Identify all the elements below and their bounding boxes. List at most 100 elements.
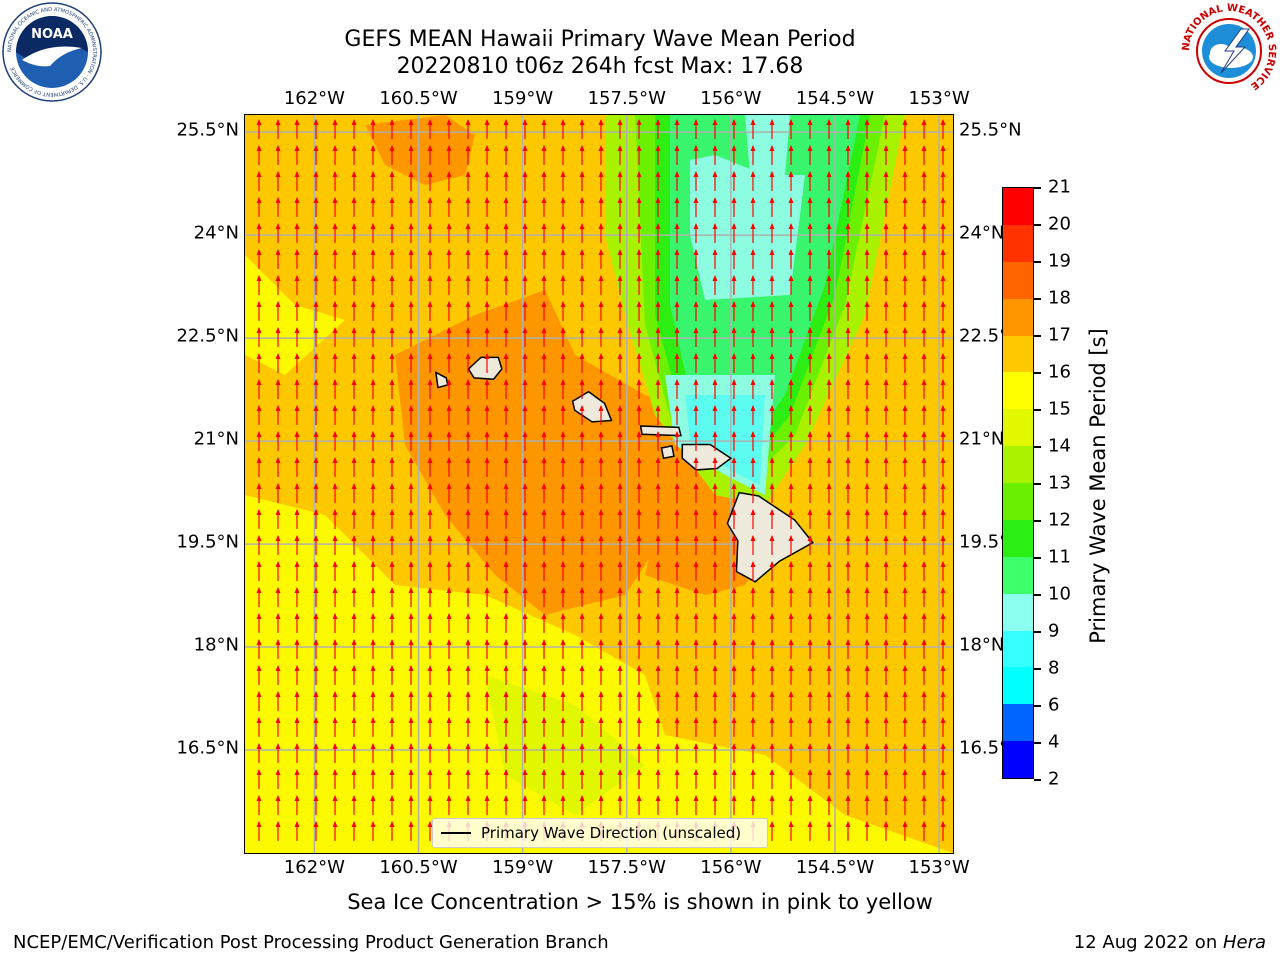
wave-vector bbox=[332, 769, 338, 789]
colorbar-segment bbox=[1003, 297, 1033, 336]
wave-vector bbox=[579, 457, 585, 477]
wave-vector bbox=[655, 171, 661, 191]
wave-vector bbox=[351, 535, 357, 555]
wave-vector bbox=[465, 795, 471, 815]
wave-vector bbox=[351, 327, 357, 347]
wave-vector bbox=[541, 145, 547, 165]
wave-vector bbox=[617, 561, 623, 581]
wave-vector bbox=[712, 483, 718, 503]
wave-vector bbox=[845, 769, 851, 789]
wave-vector bbox=[712, 171, 718, 191]
wave-vector bbox=[750, 197, 756, 217]
colorbar-tick-mark bbox=[1034, 187, 1041, 189]
wave-vector bbox=[446, 275, 452, 295]
wave-vector bbox=[826, 483, 832, 503]
wave-vector bbox=[769, 665, 775, 685]
wave-vector bbox=[294, 561, 300, 581]
wave-vector bbox=[503, 717, 509, 737]
wave-vector bbox=[731, 197, 737, 217]
wave-vector bbox=[370, 769, 376, 789]
wave-vector bbox=[902, 769, 908, 789]
wave-vector bbox=[598, 353, 604, 373]
wave-vector bbox=[465, 275, 471, 295]
wave-vector bbox=[883, 587, 889, 607]
wave-vector bbox=[788, 821, 794, 841]
wave-vector bbox=[769, 379, 775, 399]
wave-vector bbox=[921, 431, 927, 451]
wave-vector bbox=[807, 509, 813, 529]
wave-vector bbox=[541, 743, 547, 763]
wave-vector bbox=[370, 717, 376, 737]
wave-vector bbox=[598, 587, 604, 607]
wave-vector bbox=[864, 145, 870, 165]
wave-vector bbox=[427, 431, 433, 451]
wave-vector bbox=[940, 327, 946, 347]
wave-vector bbox=[351, 691, 357, 711]
wave-vector bbox=[408, 275, 414, 295]
wave-vector bbox=[636, 171, 642, 191]
wave-vector bbox=[655, 587, 661, 607]
wave-vector bbox=[845, 535, 851, 555]
wave-vector bbox=[427, 665, 433, 685]
wave-vector bbox=[579, 483, 585, 503]
colorbar-tick-label: 10 bbox=[1048, 583, 1071, 605]
lat-tick-left: 24°N bbox=[193, 222, 239, 244]
wave-vector bbox=[655, 197, 661, 217]
wave-vector bbox=[370, 665, 376, 685]
wave-vector bbox=[579, 275, 585, 295]
wave-vector bbox=[503, 769, 509, 789]
wave-vector bbox=[294, 769, 300, 789]
wave-vector bbox=[503, 275, 509, 295]
wave-vector bbox=[522, 483, 528, 503]
wave-vector bbox=[484, 639, 490, 659]
wave-vector bbox=[446, 717, 452, 737]
field-15-16 bbox=[245, 255, 345, 375]
field-9-10 bbox=[690, 155, 805, 300]
wave-vector bbox=[845, 821, 851, 841]
wave-vector bbox=[655, 509, 661, 529]
wave-vector bbox=[750, 301, 756, 321]
wave-vector bbox=[332, 171, 338, 191]
wave-vector bbox=[351, 665, 357, 685]
wave-vector bbox=[750, 249, 756, 269]
wave-vector bbox=[465, 145, 471, 165]
wave-vector bbox=[446, 639, 452, 659]
wave-vector bbox=[294, 665, 300, 685]
wave-vector bbox=[807, 197, 813, 217]
wave-vector bbox=[883, 405, 889, 425]
wave-vector bbox=[598, 457, 604, 477]
wave-vector bbox=[503, 561, 509, 581]
wave-vector bbox=[313, 457, 319, 477]
wave-vector bbox=[522, 119, 528, 139]
wave-vector bbox=[617, 197, 623, 217]
wave-vector bbox=[598, 613, 604, 633]
wave-vector bbox=[769, 587, 775, 607]
wave-vector bbox=[788, 509, 794, 529]
wave-vector bbox=[883, 535, 889, 555]
wave-vector bbox=[313, 275, 319, 295]
wave-vector bbox=[465, 301, 471, 321]
wave-vector bbox=[275, 275, 281, 295]
wave-vector bbox=[446, 691, 452, 711]
wave-vector bbox=[294, 795, 300, 815]
wave-vector bbox=[617, 223, 623, 243]
wave-vector bbox=[750, 483, 756, 503]
wave-vector bbox=[275, 509, 281, 529]
wave-vector bbox=[712, 509, 718, 529]
wave-vector bbox=[503, 483, 509, 503]
wave-vector bbox=[902, 327, 908, 347]
wave-vector bbox=[275, 197, 281, 217]
wave-vector bbox=[598, 561, 604, 581]
wave-vector bbox=[484, 197, 490, 217]
wave-vector bbox=[902, 353, 908, 373]
wave-vector bbox=[731, 795, 737, 815]
wave-vector bbox=[408, 691, 414, 711]
wave-vector bbox=[693, 587, 699, 607]
wave-vector bbox=[294, 431, 300, 451]
wave-vector bbox=[769, 639, 775, 659]
wave-vector bbox=[636, 483, 642, 503]
wave-vector bbox=[484, 431, 490, 451]
wave-vector bbox=[655, 327, 661, 347]
wave-vector bbox=[712, 119, 718, 139]
wave-vector bbox=[275, 145, 281, 165]
